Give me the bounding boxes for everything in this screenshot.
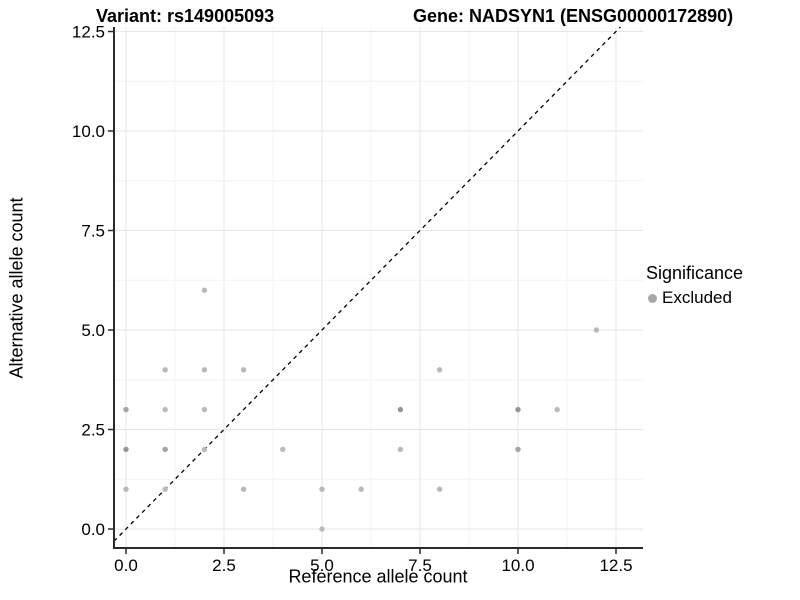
- data-point: [162, 406, 168, 413]
- data-point: [123, 486, 129, 492]
- data-point: [397, 446, 404, 453]
- legend-title: Significance: [646, 263, 744, 283]
- x-axis-title: Reference allele count: [288, 566, 468, 587]
- data-point: [240, 367, 247, 373]
- y-tick-label: 10.0: [72, 122, 105, 141]
- data-point: [123, 446, 129, 453]
- data-point: [319, 486, 325, 492]
- data-point: [123, 406, 129, 413]
- y-tick-label: 0.0: [81, 520, 105, 539]
- plot-title-gene: Gene: NADSYN1 (ENSG00000172890): [413, 6, 734, 26]
- x-tick-label: 2.5: [212, 556, 236, 575]
- x-tick-label: 0.0: [114, 556, 138, 575]
- data-point: [162, 486, 168, 492]
- x-tick-label: 5.0: [310, 556, 334, 575]
- y-tick-label: 5.0: [81, 321, 105, 340]
- data-point: [201, 367, 208, 373]
- data-point: [436, 367, 443, 373]
- data-point: [162, 446, 168, 453]
- data-point: [436, 486, 443, 492]
- x-tick-label: 12.5: [599, 556, 632, 575]
- legend: Significance Excluded: [646, 263, 743, 308]
- data-point: [201, 287, 208, 293]
- identity-reference-line: [113, 26, 621, 542]
- x-tick-label: 10.0: [501, 556, 534, 575]
- y-tick-label: 12.5: [72, 23, 105, 42]
- plot-title-variant: Variant: rs149005093: [96, 6, 275, 26]
- data-point: [162, 367, 168, 373]
- legend-item-label: Excluded: [662, 288, 732, 307]
- y-axis-title: Alternative allele count: [6, 197, 27, 379]
- data-point: [201, 406, 208, 413]
- data-point: [358, 486, 364, 492]
- data-point: [280, 446, 286, 453]
- data-point: [515, 406, 521, 413]
- data-point: [515, 446, 521, 453]
- legend-point-swatch-icon: [648, 293, 657, 303]
- legend-item-excluded: Excluded: [646, 288, 743, 308]
- data-point: [201, 446, 208, 453]
- x-tick-label: 7.5: [408, 556, 432, 575]
- data-point: [240, 486, 247, 492]
- data-point: [593, 327, 600, 333]
- y-tick-label: 7.5: [81, 222, 105, 241]
- data-point: [319, 526, 325, 532]
- data-point: [397, 406, 404, 413]
- y-tick-label: 2.5: [81, 421, 105, 440]
- data-point: [554, 406, 560, 413]
